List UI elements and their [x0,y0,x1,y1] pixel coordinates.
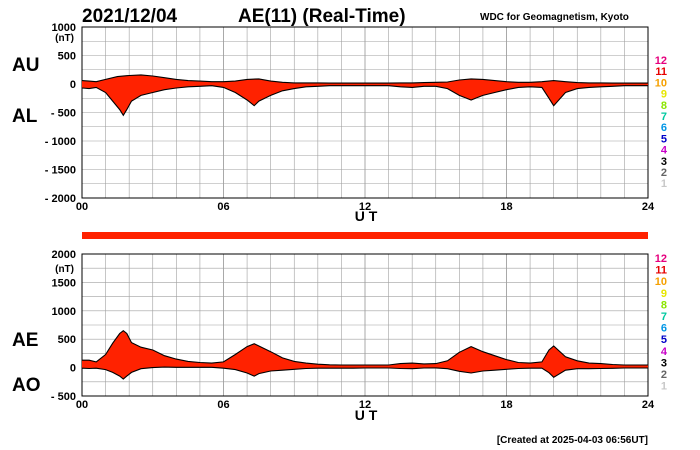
panel-1-y-axis: 2000 1500 1000 500 0 - 500 [51,249,76,403]
station-scale-label: 4 [661,346,668,358]
station-scale-label: 11 [655,66,667,78]
plot-frame [81,253,649,397]
station-scale-label: 1 [661,381,667,393]
station-scale-label: 2 [661,369,667,381]
station-scale-label: 3 [661,156,667,168]
series-line-al [81,85,648,117]
figure-date: 2021/12/04 [82,6,178,27]
panel-1-xlabel: U T [355,407,378,423]
y-tick-label: 1000 [52,306,76,318]
y-tick-label: - 1500 [45,165,76,177]
x-tick-label: 00 [76,201,88,213]
station-scale-label: 10 [655,276,667,288]
plot-frame [81,26,649,199]
created-timestamp: [Created at 2025-04-03 06:56UT] [497,435,648,446]
label-ae: AE [12,330,38,351]
panel-1-grid [81,253,649,397]
panel-0-xlabel: U T [355,208,378,224]
station-scale-label: 8 [661,299,667,311]
y-tick-label: 1500 [52,277,76,289]
station-scale-label: 10 [655,77,667,89]
series-line-au [81,74,648,84]
x-tick-label: 00 [76,399,88,411]
y-tick-label: 1000 [52,22,76,34]
series-line-ae [82,329,648,366]
y-tick-label: 500 [58,51,76,63]
series-band-fill [82,330,648,379]
label-ao: AO [12,375,41,396]
station-scale-label: 2 [661,167,667,179]
y-tick-label: 0 [70,363,76,375]
x-tick-label: 06 [217,201,229,213]
figure-title: AE(11) (Real-Time) [238,6,406,27]
y-tick-label: 500 [58,334,76,346]
station-scale-label: 6 [661,122,667,134]
x-tick-label: 12 [359,399,371,411]
figure-source: WDC for Geomagnetism, Kyoto [480,12,629,23]
station-scale-label: 5 [661,334,667,346]
panel-0-unit: (nT) [55,33,74,44]
series-band-fill [82,74,648,116]
x-tick-label: 12 [359,201,371,213]
station-scale-label: 3 [661,357,667,369]
y-tick-label: 2000 [52,249,76,261]
station-scale-label: 11 [655,265,667,277]
x-tick-label: 18 [500,201,512,213]
y-tick-label: 0 [70,79,76,91]
x-tick-label: 24 [642,399,655,411]
panel-0-grid [81,26,649,199]
station-scale-label: 12 [655,253,667,265]
panel-0-x-axis: 00 06 12 18 24 [76,201,655,213]
x-tick-label: 18 [500,399,512,411]
y-tick-label: - 1000 [45,136,76,148]
label-au: AU [12,55,39,76]
y-tick-label: - 500 [51,108,76,120]
station-scale-label: 7 [661,311,667,323]
panel-1-x-axis: 00 06 12 18 24 [76,399,655,411]
y-tick-label: - 500 [51,391,76,403]
panel-0-area [81,74,648,117]
station-scale-label: 7 [661,111,667,123]
series-line-ao [81,366,648,380]
station-scale-label: 6 [661,323,667,335]
panel-0-y-axis: 1000 500 0 - 500 - 1000 - 1500 - 2000 [45,22,76,205]
panel-1-unit: (nT) [55,264,74,275]
data-availability-bar [82,232,648,239]
x-tick-label: 06 [217,399,229,411]
station-scale-label: 4 [661,145,668,157]
station-scale-label: 9 [661,89,667,101]
panel-1-area [81,329,648,380]
station-scale-label: 1 [661,178,667,190]
station-scale-label: 5 [661,133,667,145]
station-scale-label: 8 [661,100,667,112]
y-tick-label: - 2000 [45,193,76,205]
station-scale-label: 9 [661,288,667,300]
label-al: AL [12,106,38,127]
x-tick-label: 24 [642,201,655,213]
station-scale-label: 12 [655,55,667,67]
